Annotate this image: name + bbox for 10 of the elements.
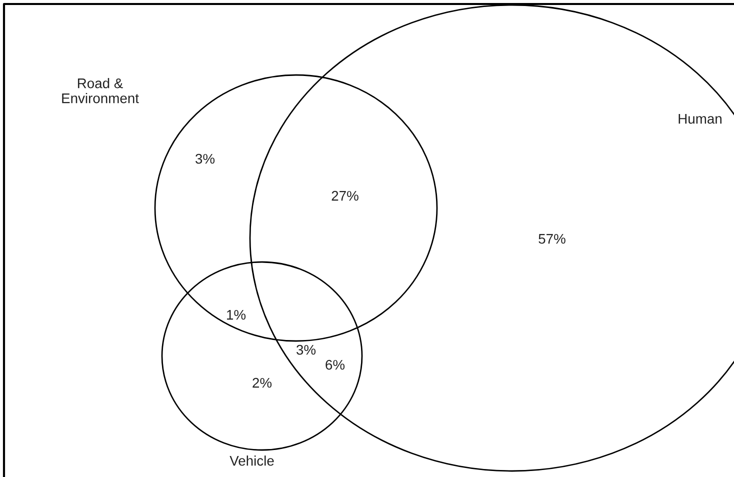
data-label: 1% — [227, 310, 246, 320]
data-label: 3% — [195, 154, 215, 164]
data-label: 3% — [296, 344, 316, 355]
data-label: 6% — [326, 360, 345, 370]
text: Human — [678, 114, 722, 124]
text: Vehicle — [230, 456, 274, 466]
data-label: 2% — [252, 378, 272, 388]
data-label: 27% — [332, 190, 358, 201]
text: Road & Environment — [62, 78, 139, 104]
data-label: 57% — [538, 234, 566, 244]
